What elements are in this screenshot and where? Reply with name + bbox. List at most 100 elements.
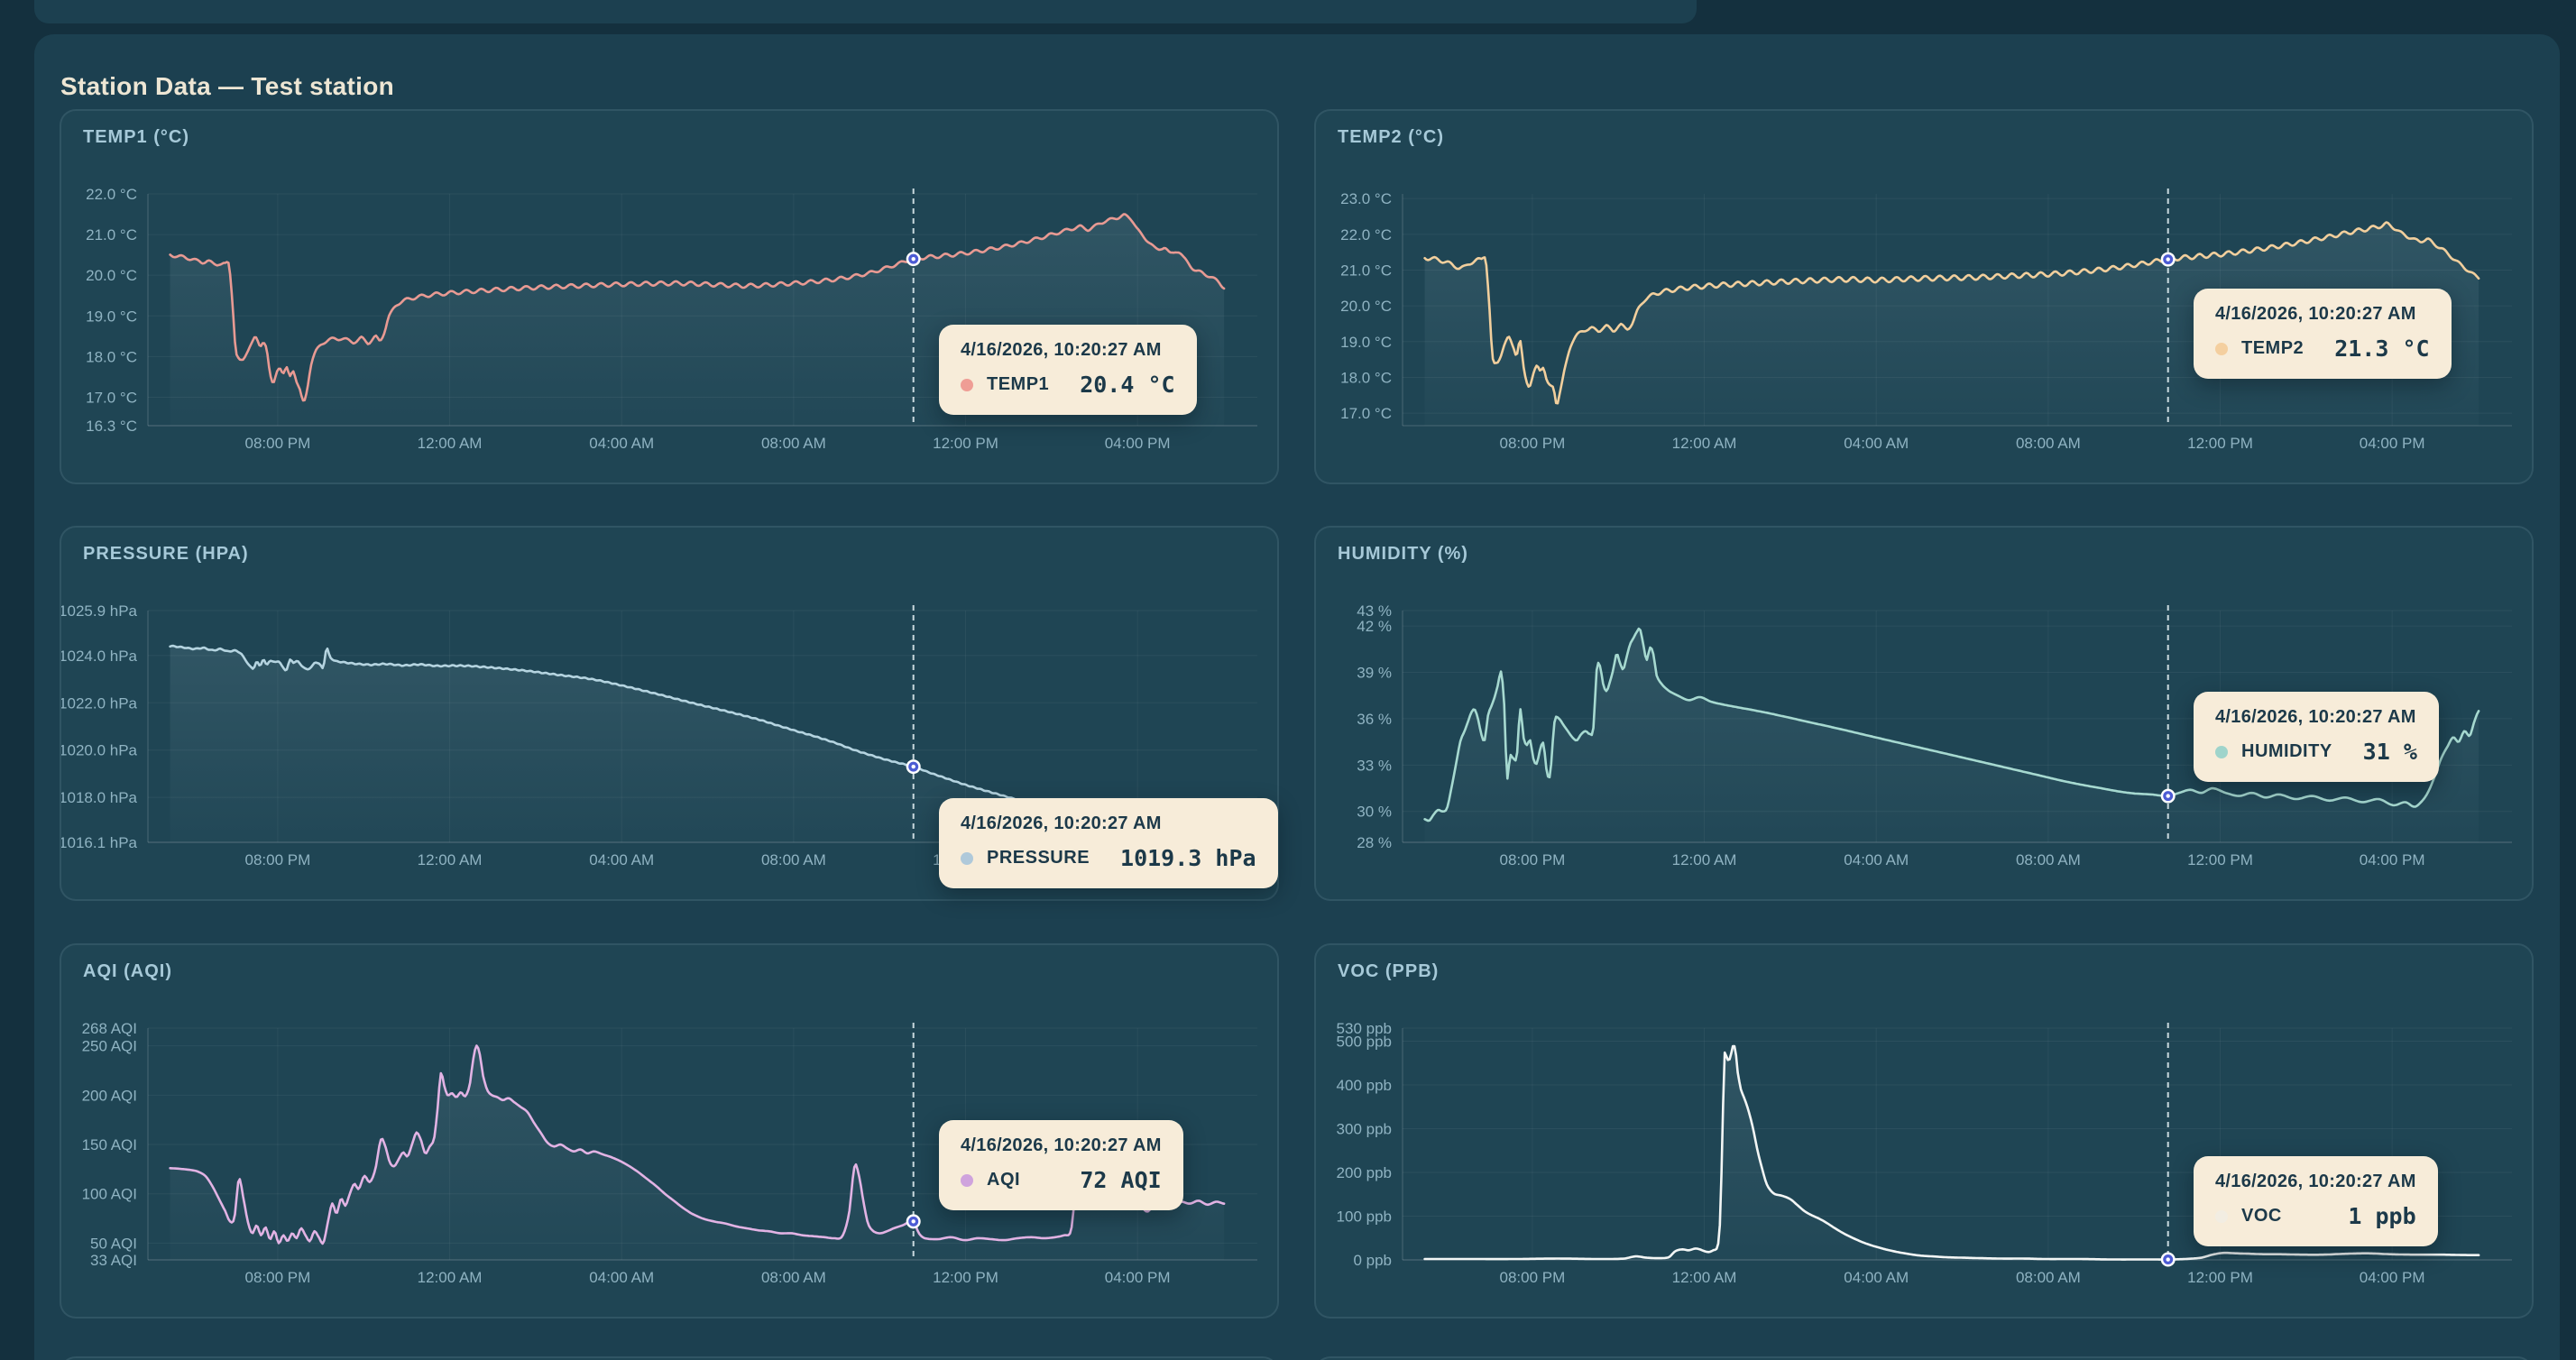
svg-text:08:00 PM: 08:00 PM (1500, 1269, 1566, 1286)
y-axis-labels: 22.0 °C 21.0 °C 20.0 °C 19.0 °C 18.0 °C 17.0 … (86, 186, 137, 435)
svg-text:08:00 AM: 08:00 AM (761, 435, 826, 452)
series-line (1423, 627, 2480, 822)
x-axis-labels: 08:00 PM 12:00 AM 04:00 AM 08:00 AM 12:00 PM… (1500, 435, 2425, 452)
cursor-marker (906, 252, 921, 267)
series-label: PRESSURE (987, 848, 1090, 868)
svg-text:23.0 °C: 23.0 °C (1340, 190, 1392, 207)
y-axis-labels: 1025.9 hPa 1024.0 hPa 1022.0 hPa 1020.0 hPa… (61, 602, 138, 851)
tooltip-series-row: VOC 1 ppb (2215, 1203, 2416, 1229)
svg-text:08:00 PM: 08:00 PM (1500, 851, 1566, 868)
tooltip-timestamp: 4/16/2026, 10:20:27 AM (2215, 304, 2416, 324)
svg-text:250 AQI: 250 AQI (82, 1038, 137, 1055)
svg-text:12:00 AM: 12:00 AM (1672, 435, 1737, 452)
svg-text:530 ppb: 530 ppb (1337, 1020, 1392, 1037)
series-value: 1 ppb (2348, 1203, 2416, 1229)
svg-text:18.0 °C: 18.0 °C (1340, 369, 1392, 386)
chart-plot[interactable]: 1025.9 hPa 1024.0 hPa 1022.0 hPa 1020.0 hPa… (61, 528, 1281, 903)
series-area (170, 1045, 1225, 1260)
svg-text:17.0 °C: 17.0 °C (86, 389, 137, 406)
svg-text:1022.0 hPa: 1022.0 hPa (61, 694, 138, 712)
svg-text:04:00 PM: 04:00 PM (1105, 435, 1171, 452)
svg-text:08:00 AM: 08:00 AM (2016, 1269, 2081, 1286)
series-label: HUMIDITY (2241, 741, 2332, 761)
svg-text:04:00 AM: 04:00 AM (589, 435, 654, 452)
svg-text:12:00 AM: 12:00 AM (418, 1269, 483, 1286)
tooltip-series-row: PRESSURE 1019.3 hPa (961, 845, 1256, 871)
svg-text:36 %: 36 % (1357, 711, 1392, 728)
svg-text:19.0 °C: 19.0 °C (1340, 334, 1392, 351)
y-axis-labels: 43 %42 % 39 % 36 % 33 % 30 % 28 % (1357, 602, 1392, 851)
chart-panel-humidity: 43 % 42 % 39 % 36 % 33 % 30 % 28 % 08:00 PM 12:0… (1314, 526, 2534, 901)
svg-text:04:00 AM: 04:00 AM (589, 1269, 654, 1286)
svg-text:08:00 AM: 08:00 AM (2016, 851, 2081, 868)
chart-plot[interactable]: 22.0 °C 21.0 °C 20.0 °C 19.0 °C 18.0 °C 17.0 … (61, 111, 1281, 486)
svg-text:19.0 °C: 19.0 °C (86, 308, 137, 325)
svg-text:1016.1 hPa: 1016.1 hPa (61, 834, 138, 851)
chart-tooltip: 4/16/2026, 10:20:27 AM AQI 72 AQI (939, 1120, 1183, 1210)
series-color-dot (961, 1173, 973, 1187)
svg-text:50 AQI: 50 AQI (90, 1235, 137, 1252)
chart-panel-pressure: 1025.9 hPa 1024.0 hPa 1022.0 hPa 1020.0 hPa… (60, 526, 1279, 901)
svg-text:1018.0 hPa: 1018.0 hPa (61, 789, 138, 806)
svg-text:300 ppb: 300 ppb (1337, 1121, 1392, 1138)
svg-text:100 AQI: 100 AQI (82, 1186, 137, 1203)
tooltip-series-row: TEMP2 21.3 °C (2215, 335, 2430, 362)
chart-panel-temp2: 23.0 °C 22.0 °C 21.0 °C 20.0 °C 19.0 °C 18.0 … (1314, 109, 2534, 484)
tooltip-timestamp: 4/16/2026, 10:20:27 AM (961, 1135, 1162, 1155)
svg-text:08:00 AM: 08:00 AM (761, 851, 826, 868)
series-value: 21.3 °C (2334, 335, 2430, 362)
svg-text:200 ppb: 200 ppb (1337, 1164, 1392, 1181)
chart-tooltip: 4/16/2026, 10:20:27 AM TEMP2 21.3 °C (2194, 289, 2452, 379)
svg-text:04:00 PM: 04:00 PM (2360, 435, 2425, 452)
svg-text:12:00 AM: 12:00 AM (1672, 851, 1737, 868)
svg-text:18.0 °C: 18.0 °C (86, 348, 137, 365)
svg-text:30 %: 30 % (1357, 804, 1392, 821)
svg-text:12:00 AM: 12:00 AM (418, 435, 483, 452)
svg-text:22.0 °C: 22.0 °C (1340, 226, 1392, 244)
svg-text:150 AQI: 150 AQI (82, 1136, 137, 1153)
x-axis-labels: 08:00 PM 12:00 AM 04:00 AM 08:00 AM 12:00 PM… (1500, 1269, 2425, 1286)
series-line (1423, 1044, 2480, 1261)
chart-title: TEMP2 (°C) (1338, 127, 1444, 147)
series-color-dot (961, 378, 973, 391)
tooltip-timestamp: 4/16/2026, 10:20:27 AM (2215, 1172, 2416, 1191)
svg-text:500 ppb: 500 ppb (1337, 1034, 1392, 1051)
svg-text:04:00 AM: 04:00 AM (1844, 851, 1909, 868)
series-color-dot (2215, 1209, 2228, 1223)
previous-section-card-fragment (34, 0, 1697, 23)
series-area (170, 646, 1225, 842)
tooltip-timestamp: 4/16/2026, 10:20:27 AM (961, 813, 1162, 833)
series-line (169, 1044, 1226, 1245)
series-color-dot (2215, 342, 2228, 355)
series-color-dot (961, 851, 973, 865)
series-label: TEMP2 (2241, 338, 2305, 358)
svg-text:1020.0 hPa: 1020.0 hPa (61, 742, 138, 759)
svg-text:20.0 °C: 20.0 °C (1340, 298, 1392, 315)
svg-text:08:00 AM: 08:00 AM (2016, 435, 2081, 452)
series-color-dot (2215, 745, 2228, 758)
chart-panel-voc: 530 ppb 500 ppb 400 ppb 300 ppb 200 ppb 100 p… (1314, 943, 2534, 1319)
svg-text:21.0 °C: 21.0 °C (86, 226, 137, 244)
chart-title: VOC (PPB) (1338, 961, 1440, 981)
svg-text:0 ppb: 0 ppb (1353, 1252, 1392, 1269)
chart-plot[interactable]: 43 %42 % 39 % 36 % 33 % 30 % 28 % 08:00 PM 12:0… (1316, 528, 2535, 903)
cursor-marker (2160, 252, 2176, 267)
svg-text:12:00 AM: 12:00 AM (418, 851, 483, 868)
svg-text:04:00 PM: 04:00 PM (2360, 1269, 2425, 1286)
svg-text:04:00 AM: 04:00 AM (1844, 435, 1909, 452)
svg-text:12:00 PM: 12:00 PM (933, 435, 998, 452)
svg-text:33 %: 33 % (1357, 757, 1392, 774)
svg-text:04:00 AM: 04:00 AM (1844, 1269, 1909, 1286)
chart-title: AQI (AQI) (83, 961, 172, 981)
tooltip-series-row: HUMIDITY 31 % (2215, 739, 2417, 765)
svg-text:200 AQI: 200 AQI (82, 1087, 137, 1104)
svg-text:42 %: 42 % (1357, 618, 1392, 635)
svg-text:04:00 AM: 04:00 AM (589, 851, 654, 868)
chart-tooltip: 4/16/2026, 10:20:27 AM PRESSURE 1019.3 h… (939, 798, 1278, 888)
svg-text:22.0 °C: 22.0 °C (86, 186, 137, 203)
svg-text:08:00 PM: 08:00 PM (245, 1269, 311, 1286)
